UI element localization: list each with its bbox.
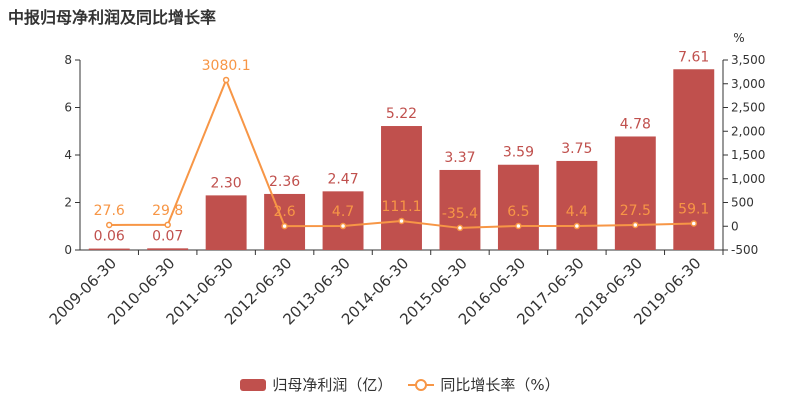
y-right-tick-label: 3,000 (731, 77, 765, 91)
line-point (573, 222, 581, 230)
legend-line-swatch (408, 378, 435, 391)
bar-data-label: 3.59 (503, 145, 534, 161)
line-point (339, 222, 347, 230)
legend-label-growth: 同比增长率（%） (440, 376, 560, 394)
bar (264, 193, 306, 250)
bar (322, 191, 364, 250)
bar-data-label: 2.47 (327, 171, 358, 187)
line-data-label: -35.4 (442, 206, 478, 222)
bar (439, 169, 481, 250)
line-data-label: 27.6 (94, 203, 125, 219)
line-point (632, 221, 639, 229)
bar-data-label: 4.78 (620, 116, 651, 132)
line-point (456, 224, 464, 232)
line-data-label: 27.5 (620, 203, 651, 219)
bar-data-label: 2.30 (211, 175, 242, 191)
y-right-tick-label: 0 (731, 219, 739, 233)
line-point (164, 221, 171, 229)
legend-bar-swatch (240, 378, 267, 391)
line-data-label: 29.8 (152, 203, 183, 219)
bar (381, 126, 422, 250)
line-point (515, 222, 522, 230)
bar (205, 195, 247, 250)
bar (88, 248, 130, 250)
bar-data-label: 0.06 (94, 229, 125, 245)
bar-data-label: 0.07 (152, 228, 183, 244)
y-right-tick-label: 500 (731, 196, 754, 210)
y-right-tick-label: -500 (731, 243, 758, 257)
y-left-tick-label: 2 (64, 196, 72, 210)
y-left-tick-label: 6 (64, 101, 72, 115)
line-data-label: 2.6 (273, 204, 295, 220)
line-data-label: 6.5 (507, 204, 529, 220)
bar-data-label: 3.75 (561, 141, 592, 157)
y-right-tick-label: 3,500 (731, 53, 765, 67)
y-right-tick-label: 1,500 (731, 148, 765, 162)
bar (147, 248, 189, 250)
line-point (398, 217, 405, 225)
y-right-tick-label: 1,000 (731, 172, 765, 186)
line-data-label: 4.4 (566, 204, 588, 220)
legend-label-profit: 归母净利润（亿） (272, 376, 393, 394)
chart-title: 中报归母净利润及同比增长率 (8, 8, 217, 27)
y-right-unit-label: % (733, 31, 744, 45)
y-left-tick-label: 0 (64, 243, 72, 257)
legend: 归母净利润（亿） 同比增长率（%） (0, 374, 800, 395)
y-right-tick-label: 2,500 (731, 101, 765, 115)
y-left-tick-label: 4 (64, 148, 72, 162)
y-right-tick-label: 2,000 (731, 124, 765, 138)
bar-data-label: 3.37 (444, 150, 475, 166)
bar (497, 164, 539, 250)
bar (673, 69, 715, 250)
line-point (222, 76, 230, 84)
line-point (281, 222, 288, 230)
bar (556, 160, 598, 250)
legend-item-growth[interactable]: 同比增长率（%） (408, 374, 560, 395)
line-data-label: 4.7 (332, 204, 354, 220)
bar (614, 136, 656, 250)
line-data-label: 59.1 (678, 201, 709, 217)
line-data-label: 3080.1 (202, 58, 251, 74)
line-data-label: 111.1 (381, 199, 421, 215)
legend-item-profit[interactable]: 归母净利润（亿） (240, 374, 392, 395)
line-point (105, 221, 113, 229)
y-left-tick-label: 8 (64, 53, 72, 67)
bar-data-label: 2.36 (269, 174, 300, 190)
line-point (690, 220, 698, 227)
bar-data-label: 5.22 (386, 106, 417, 122)
bar-data-label: 7.61 (678, 49, 709, 65)
